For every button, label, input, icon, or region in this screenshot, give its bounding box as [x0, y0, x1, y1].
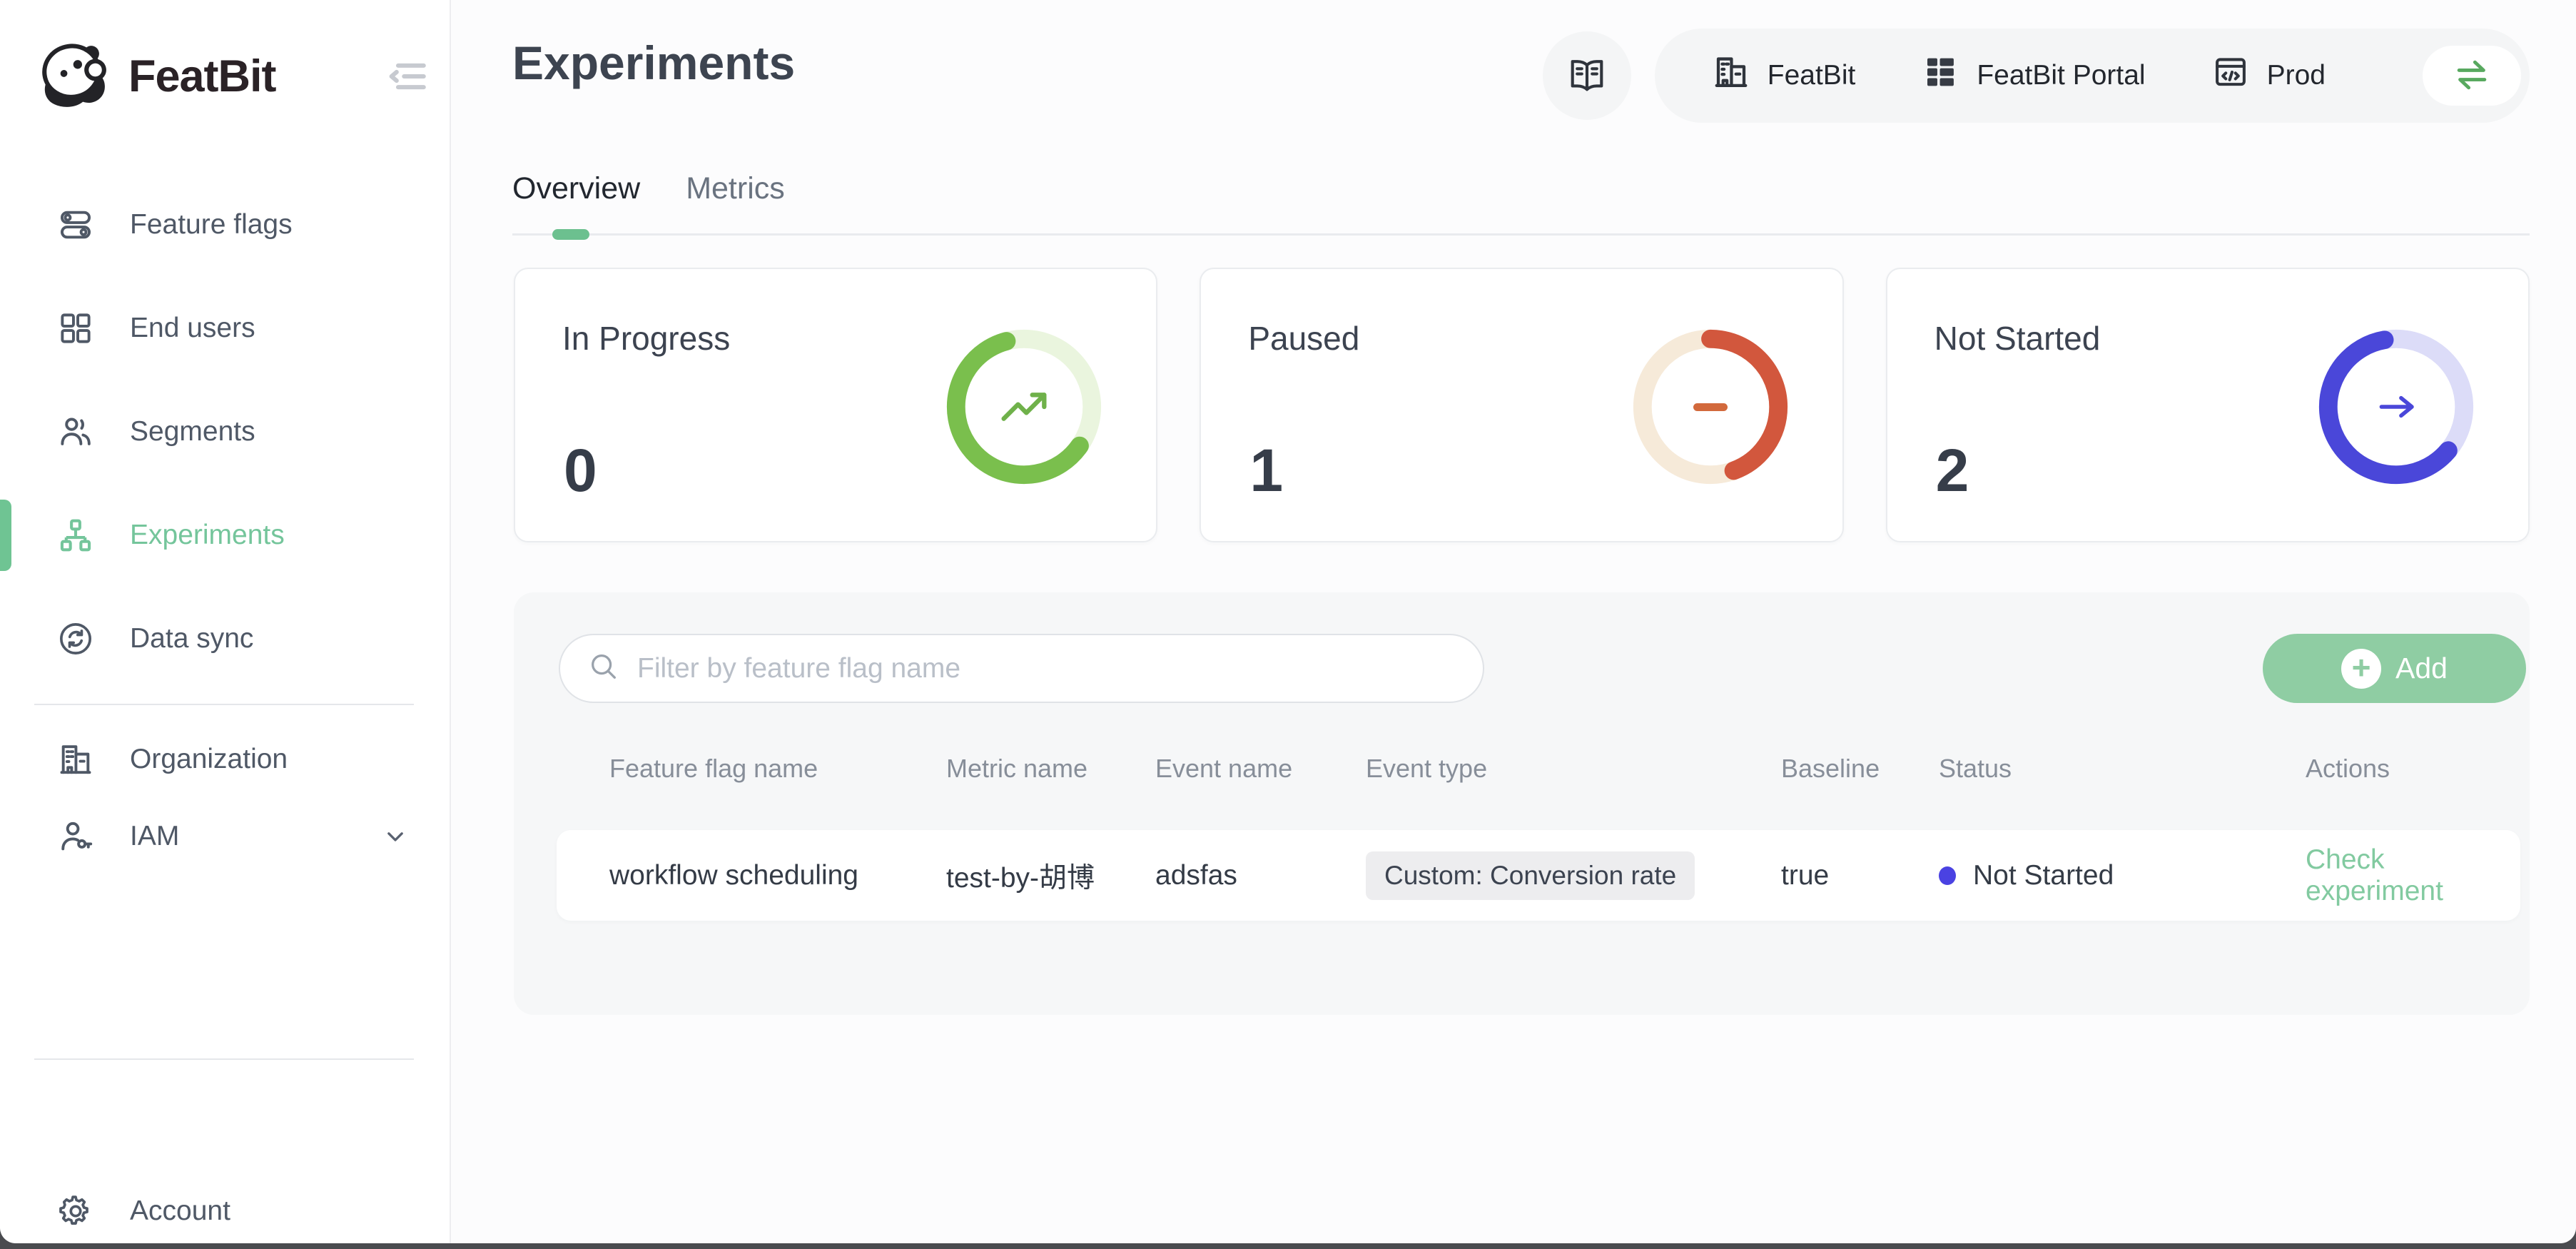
- feature-flag-name: workflow scheduling: [609, 859, 859, 891]
- col-actions: Actions: [2306, 754, 2390, 783]
- card-in-progress: In Progress 0: [514, 268, 1158, 542]
- sidebar-item-label: Feature flags: [130, 209, 293, 240]
- plus-icon: +: [2341, 648, 2382, 689]
- user-key-icon: [57, 818, 94, 855]
- add-button-label: Add: [2395, 652, 2448, 684]
- search-icon: [587, 650, 620, 687]
- sidebar-item-label: End users: [130, 313, 255, 343]
- swap-arrows-icon: [2451, 54, 2493, 98]
- col-event-name: Event name: [1155, 754, 1293, 783]
- in-progress-ring: [939, 322, 1109, 492]
- col-status: Status: [1939, 754, 2012, 783]
- active-item-indicator: [0, 500, 11, 571]
- status-label: Not Started: [1973, 859, 2114, 891]
- feature-flags-toggles-icon: [57, 206, 94, 243]
- portal-label: FeatBit Portal: [1977, 60, 2146, 91]
- book-icon: [1566, 54, 1608, 98]
- card-count: 1: [1249, 437, 1284, 504]
- sidebar-item-end-users[interactable]: End users: [0, 294, 450, 363]
- col-feature-flag-name: Feature flag name: [609, 754, 818, 783]
- col-baseline: Baseline: [1781, 754, 1880, 783]
- event-type-badge: Custom: Conversion rate: [1366, 851, 1695, 900]
- sidebar-item-label: Account: [130, 1195, 230, 1226]
- sitemap-icon: [57, 517, 94, 554]
- featbit-panda-logo-icon: [30, 34, 120, 118]
- sidebar-item-organization[interactable]: Organization: [0, 725, 450, 794]
- building-icon: [1712, 53, 1750, 98]
- not-started-ring: [2311, 322, 2481, 492]
- table-header: Feature flag name Metric name Event name…: [557, 753, 2520, 784]
- card-not-started: Not Started 2: [1885, 268, 2530, 542]
- browser-code-icon: [2211, 53, 2250, 98]
- sidebar-item-iam[interactable]: IAM: [0, 802, 450, 871]
- tabs: Overview Metrics: [512, 171, 785, 206]
- sidebar-item-label: Segments: [130, 416, 255, 447]
- gear-icon: [57, 1193, 94, 1230]
- main-content: Experiments: [451, 0, 2576, 1243]
- page-title: Experiments: [512, 36, 796, 89]
- card-title: Not Started: [1934, 320, 2101, 357]
- sidebar-item-experiments[interactable]: Experiments: [0, 501, 450, 570]
- sidebar-item-label: Data sync: [130, 623, 254, 654]
- tab-overview[interactable]: Overview: [512, 171, 641, 206]
- logo-text: FeatBit: [128, 51, 277, 101]
- active-tab-indicator: [552, 229, 589, 240]
- sidebar-collapse-icon[interactable]: [382, 53, 430, 100]
- docs-button[interactable]: [1542, 31, 1631, 120]
- arrow-right-icon: [2311, 322, 2481, 492]
- workspace-button[interactable]: FeatBit: [1712, 53, 1856, 98]
- experiments-panel: + Add Feature flag name Metric name Even…: [514, 592, 2530, 1015]
- sidebar-divider: [34, 1058, 414, 1060]
- grid-icon: [57, 310, 94, 347]
- check-experiment-link[interactable]: Check experiment: [2306, 844, 2443, 906]
- switch-environment-button[interactable]: [2423, 46, 2521, 106]
- col-metric-name: Metric name: [946, 754, 1088, 783]
- portal-button[interactable]: FeatBit Portal: [1921, 53, 2146, 98]
- card-count: 0: [564, 437, 597, 504]
- status-cell: Not Started: [1939, 860, 2306, 891]
- sync-icon: [57, 620, 94, 657]
- environment-label: Prod: [2266, 60, 2326, 91]
- sidebar-divider: [34, 704, 414, 705]
- logo: FeatBit: [30, 29, 277, 124]
- table-row[interactable]: workflow scheduling test-by-胡博 adsfas Cu…: [557, 830, 2520, 921]
- metric-name: test-by-胡博: [946, 862, 1095, 894]
- context-switcher: FeatBit FeatBit Portal: [1654, 29, 2530, 123]
- building-icon: [57, 741, 94, 778]
- sidebar-item-label: IAM: [130, 821, 180, 851]
- environment-button[interactable]: Prod: [2211, 53, 2326, 98]
- sidebar-item-label: Organization: [130, 744, 288, 774]
- tab-track: [512, 229, 2530, 240]
- sidebar-item-feature-flags[interactable]: Feature flags: [0, 191, 450, 259]
- add-experiment-button[interactable]: + Add: [2263, 634, 2526, 703]
- card-count: 2: [1935, 437, 1969, 504]
- chevron-down-icon: [381, 822, 410, 851]
- filter-box: [559, 634, 1484, 703]
- filter-input[interactable]: [636, 652, 1461, 685]
- sidebar-item-label: Experiments: [130, 520, 285, 550]
- status-dot: [1939, 866, 1956, 885]
- sidebar: FeatBit Feature flags End: [0, 0, 451, 1243]
- workspace-label: FeatBit: [1767, 60, 1856, 91]
- card-paused: Paused 1: [1200, 268, 1844, 542]
- paused-ring: [1626, 322, 1795, 492]
- col-event-type: Event type: [1366, 754, 1488, 783]
- sidebar-item-data-sync[interactable]: Data sync: [0, 605, 450, 673]
- tab-metrics[interactable]: Metrics: [686, 171, 785, 206]
- sidebar-item-account[interactable]: Account: [0, 1177, 450, 1243]
- baseline-value: true: [1781, 859, 1830, 891]
- server-stack-icon: [1921, 53, 1959, 98]
- pause-minus-icon: [1626, 322, 1795, 492]
- stat-cards: In Progress 0 Paused: [514, 268, 2530, 542]
- card-title: In Progress: [562, 320, 731, 357]
- event-name: adsfas: [1155, 859, 1237, 891]
- card-title: Paused: [1248, 320, 1360, 357]
- users-icon: [57, 413, 94, 450]
- sidebar-item-segments[interactable]: Segments: [0, 398, 450, 466]
- trend-up-icon: [939, 322, 1109, 492]
- header-actions: FeatBit FeatBit Portal: [1542, 29, 2530, 123]
- event-type-cell: Custom: Conversion rate: [1366, 851, 1781, 900]
